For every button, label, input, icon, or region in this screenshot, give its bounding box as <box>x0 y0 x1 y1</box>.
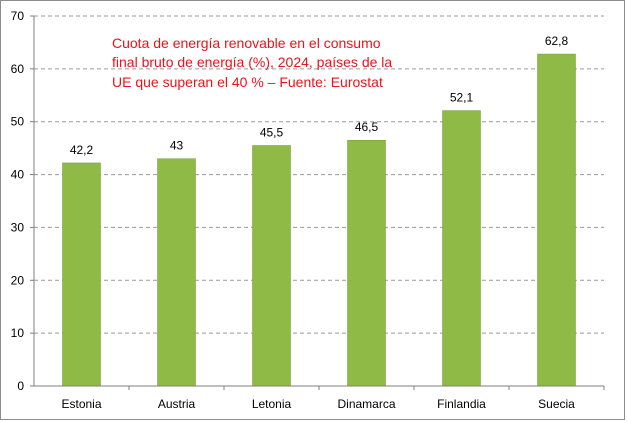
x-tick-label-austria: Austria <box>158 397 196 411</box>
chart-title-line-2: final bruto de energía (%), 2024, países… <box>112 54 392 70</box>
y-tick-label: 60 <box>11 62 25 76</box>
y-tick-label: 0 <box>17 379 24 393</box>
bar-dinamarca <box>347 139 386 387</box>
bar-finlandia <box>442 110 481 387</box>
data-label-suecia: 62,8 <box>545 34 569 48</box>
bar-austria <box>157 158 196 387</box>
chart-title-line-1: Cuota de energía renovable en el consumo <box>112 35 381 51</box>
chart-title-line-3: UE que superan el 40 % – Fuente: Eurosta… <box>112 74 383 90</box>
data-label-dinamarca: 46,5 <box>355 120 379 134</box>
y-tick-label: 50 <box>11 115 25 129</box>
y-tick-label: 30 <box>11 220 25 234</box>
axes <box>30 15 605 390</box>
x-tick-label-finlandia: Finlandia <box>437 397 486 411</box>
gridlines <box>34 15 604 334</box>
y-tick-label: 20 <box>11 273 25 287</box>
data-label-letonia: 45,5 <box>260 126 284 140</box>
y-tick-label: 70 <box>11 9 25 23</box>
bars <box>62 53 576 387</box>
x-tick-label-estonia: Estonia <box>61 397 101 411</box>
data-label-finlandia: 52,1 <box>450 91 474 105</box>
data-label-estonia: 42,2 <box>70 143 94 157</box>
x-tick-label-suecia: Suecia <box>538 397 575 411</box>
bar-letonia <box>252 145 291 387</box>
y-tick-label: 10 <box>11 326 25 340</box>
y-tick-label: 40 <box>11 168 25 182</box>
data-label-austria: 43 <box>170 139 184 153</box>
x-tick-label-letonia: Letonia <box>252 397 292 411</box>
x-tick-label-dinamarca: Dinamarca <box>337 397 395 411</box>
labels: 0 10 20 30 40 50 60 70 42,2 Estonia 43 Austria 45,5 L… <box>11 9 576 411</box>
bar-estonia <box>62 162 101 387</box>
bar-suecia <box>537 53 576 387</box>
